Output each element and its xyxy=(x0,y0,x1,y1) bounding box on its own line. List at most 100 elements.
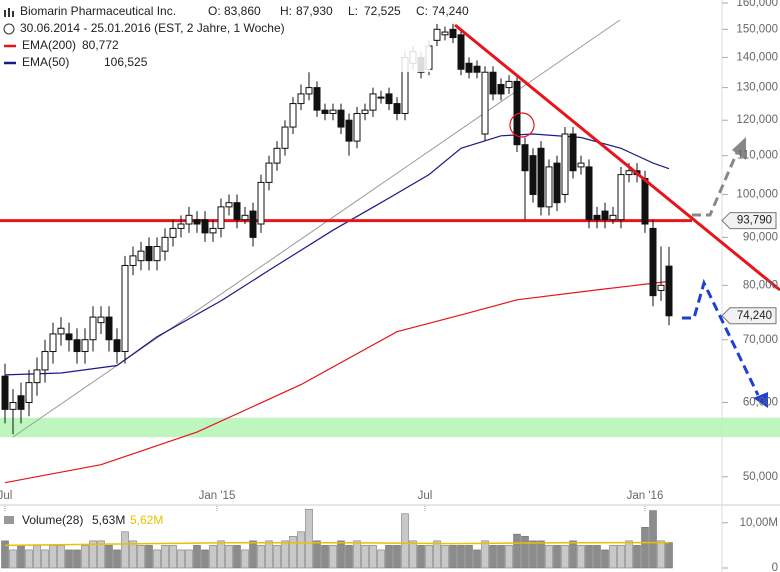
volume-bar xyxy=(9,549,17,569)
support-zone xyxy=(0,417,780,438)
candle-body xyxy=(217,206,225,229)
legend-label: EMA(200) xyxy=(22,38,76,52)
volume-bar xyxy=(593,545,601,569)
volume-bar xyxy=(185,549,193,569)
ohlc-value: 72,525 xyxy=(364,4,401,18)
candle-body xyxy=(593,214,601,221)
volume-bar xyxy=(449,545,457,569)
header-background xyxy=(0,0,430,72)
volume-bar xyxy=(441,545,449,569)
volume-bar xyxy=(145,545,153,569)
volume-bar xyxy=(545,545,553,569)
candle-body xyxy=(497,83,505,95)
candle-body xyxy=(1,375,9,410)
volume-bar xyxy=(217,540,225,569)
candle-body xyxy=(73,339,81,353)
volume-bar xyxy=(97,540,105,569)
candle-body xyxy=(81,339,89,353)
candle-body xyxy=(393,103,401,114)
arrow-head xyxy=(753,392,768,408)
candle-body xyxy=(17,395,25,410)
volume-bar xyxy=(617,545,625,569)
candle-body xyxy=(561,133,569,195)
volume-bar xyxy=(169,545,177,569)
candle-body xyxy=(289,103,297,128)
volume-bar xyxy=(497,545,505,569)
ema-line xyxy=(4,280,670,484)
volume-bar xyxy=(137,545,145,569)
ohlc-key: L: xyxy=(348,4,358,18)
candle-body xyxy=(609,214,617,221)
volume-bar xyxy=(465,545,473,569)
volume-bar xyxy=(585,545,593,569)
candle-body xyxy=(553,162,561,204)
candle-body xyxy=(385,93,393,105)
candle-body xyxy=(353,112,361,142)
candle-body xyxy=(361,109,369,114)
candle-body xyxy=(337,109,345,128)
candle-body xyxy=(537,147,545,208)
volume-bar xyxy=(473,549,481,569)
candle-body xyxy=(137,250,145,262)
y-tick-label: 130,000 xyxy=(736,82,778,94)
volume-bar xyxy=(297,531,305,569)
candle-body xyxy=(329,109,337,114)
ohlc-header: O: 83,860 H: 87,930 L: 72,525 C: 74,240 xyxy=(208,4,469,18)
candle-body xyxy=(129,255,137,266)
candle-body xyxy=(153,246,161,262)
candle-body xyxy=(113,339,121,353)
volume-bar xyxy=(521,536,529,569)
candle-body xyxy=(49,333,57,353)
volume-bar xyxy=(433,540,441,569)
legend-value: 80,772 xyxy=(82,38,119,52)
y-tick-label: 80,000 xyxy=(743,279,778,291)
volume-bar xyxy=(121,531,129,569)
volume-bar xyxy=(201,549,209,569)
volume-ma-line xyxy=(4,541,670,547)
candle-body xyxy=(649,227,657,297)
volume-bar xyxy=(73,549,81,569)
candle-body xyxy=(257,181,265,225)
volume-icon xyxy=(4,516,14,524)
volume-bar xyxy=(129,540,137,569)
candle-body xyxy=(545,166,553,208)
candle-body xyxy=(489,71,497,95)
y-tick-label: 110,000 xyxy=(737,150,778,162)
candle-body xyxy=(465,62,473,73)
volume-bar xyxy=(89,540,97,569)
candle-body xyxy=(249,210,257,238)
volume-bar xyxy=(409,540,417,569)
x-tick-label: Jul xyxy=(0,490,12,502)
candle-body xyxy=(441,31,449,36)
y-tick-label: 150,000 xyxy=(736,23,778,35)
volume-bar xyxy=(577,545,585,569)
volume-bar xyxy=(361,545,369,569)
volume-bar xyxy=(609,545,617,569)
candle-body xyxy=(577,162,585,168)
x-tick-label: Jan '16 xyxy=(627,490,664,502)
ohlc-value: 87,930 xyxy=(296,4,333,18)
volume-bar xyxy=(329,545,337,569)
volume-bar xyxy=(657,540,665,569)
volume-bar xyxy=(273,545,281,569)
candle-body xyxy=(641,177,649,225)
candle-body xyxy=(177,223,185,229)
candle-body xyxy=(273,147,281,164)
y-tick-label: 160,000 xyxy=(736,0,778,9)
down-trend-line xyxy=(454,23,780,292)
volume-y-tick-label: 10,00M xyxy=(740,517,778,529)
volume-bar xyxy=(601,549,609,569)
volume-bar xyxy=(233,545,241,569)
candle-body xyxy=(505,80,513,89)
clock-icon xyxy=(3,23,15,35)
volume-bar xyxy=(321,545,329,569)
price-marker-box xyxy=(721,307,777,325)
volume-bar xyxy=(385,545,393,569)
y-tick-label: 100,000 xyxy=(736,188,778,200)
candle-body xyxy=(321,109,329,114)
volume-y-tick-label: 0 xyxy=(772,562,778,572)
candle-body xyxy=(169,227,177,238)
subtitle: 30.06.2014 - 25.01.2016 (EST, 2 Jahre, 1… xyxy=(20,21,285,35)
candle-body xyxy=(529,155,537,195)
